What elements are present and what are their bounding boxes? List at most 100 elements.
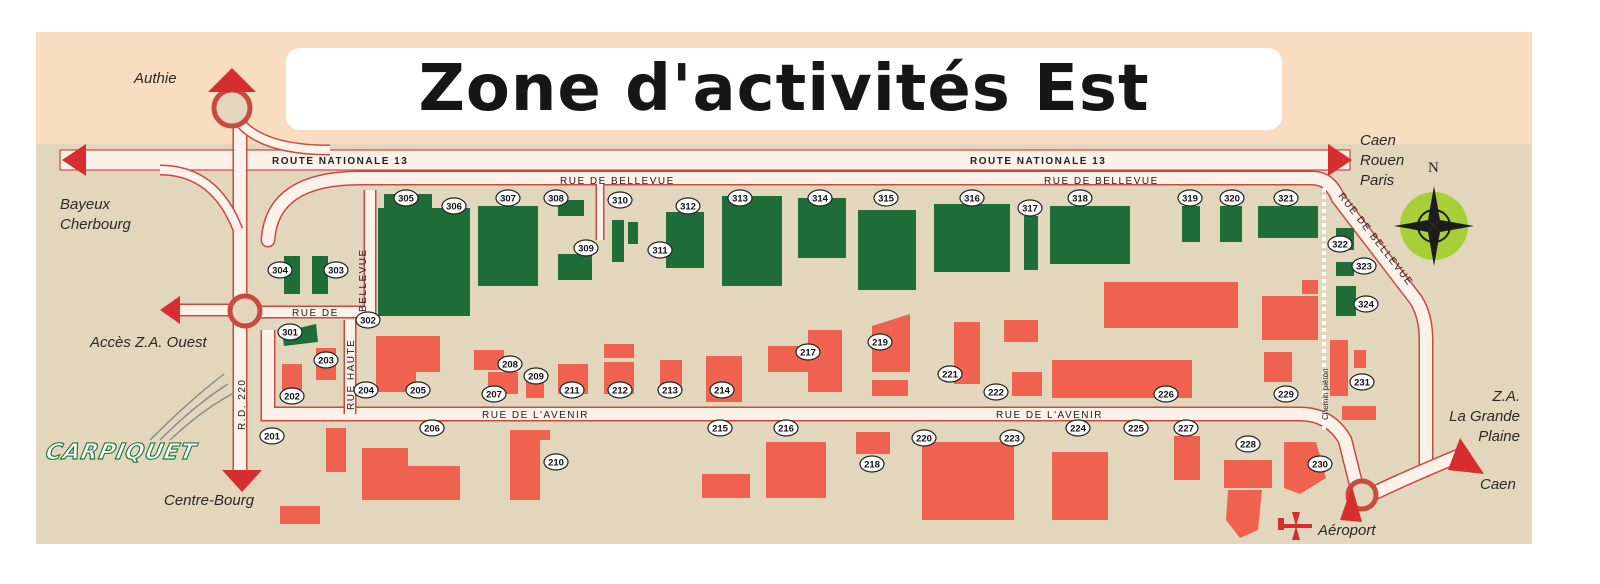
parcel-number: 218 <box>864 460 880 471</box>
parcel-number: 209 <box>528 372 544 383</box>
parcel-number: 308 <box>548 194 564 205</box>
label-rn13-east: ROUTE NATIONALE 13 <box>970 156 1106 167</box>
label-acces-za-ouest: Accès Z.A. Ouest <box>90 334 207 351</box>
parcel-212: 212 <box>607 381 633 399</box>
parcel-number: 314 <box>812 194 829 205</box>
arrow-acces-za-ouest <box>160 296 180 324</box>
parcel-314: 314 <box>807 189 833 207</box>
parcel-301: 301 <box>277 323 303 341</box>
parcel-204: 204 <box>353 381 379 399</box>
parcel-223: 223 <box>999 429 1025 447</box>
parcel-220: 220 <box>911 429 937 447</box>
label-caen-top: Caen <box>1360 132 1396 149</box>
airplane-icon <box>1278 512 1312 540</box>
parcel-312: 312 <box>675 197 701 215</box>
arrow-caen-za <box>1448 438 1484 474</box>
parcel-number: 212 <box>612 386 628 397</box>
parcel-303: 303 <box>323 261 349 279</box>
parcel-number: 204 <box>358 386 375 397</box>
parcel-306: 306 <box>441 197 467 215</box>
direction-arrows <box>62 68 1484 522</box>
label-cherbourg: Cherbourg <box>60 216 131 233</box>
label-paris: Paris <box>1360 172 1395 189</box>
parcel-206: 206 <box>419 419 445 437</box>
parcel-number: 311 <box>652 246 668 257</box>
parcel-319: 319 <box>1177 189 1203 207</box>
parcel-number: 304 <box>272 266 289 277</box>
parcel-number: 228 <box>1240 440 1256 451</box>
label-centre-bourg: Centre-Bourg <box>164 492 255 509</box>
parcel-number: 324 <box>1358 300 1375 311</box>
parcel-218: 218 <box>859 455 885 473</box>
label-caen-bottom: Caen <box>1480 476 1516 493</box>
parcel-316: 316 <box>959 189 985 207</box>
roundabout-west <box>227 293 263 329</box>
parcel-210: 210 <box>543 453 569 471</box>
parcel-201: 201 <box>259 427 285 445</box>
parcel-number: 305 <box>398 194 415 205</box>
parcel-number: 223 <box>1004 434 1020 445</box>
label-bayeux: Bayeux <box>60 196 111 213</box>
parcel-number: 306 <box>446 202 462 213</box>
arrow-caen-rouen-paris <box>1328 144 1352 176</box>
parcel-number: 205 <box>410 386 427 397</box>
parcel-231: 231 <box>1349 373 1375 391</box>
label-aeroport: Aéroport <box>1318 522 1376 539</box>
parcel-228: 228 <box>1235 435 1261 453</box>
parcel-number: 216 <box>778 424 794 435</box>
parcel-322: 322 <box>1327 235 1353 253</box>
route-nationale-13 <box>59 149 1351 171</box>
red-lots <box>280 280 1376 538</box>
parcel-203: 203 <box>313 351 339 369</box>
parcel-324: 324 <box>1353 295 1379 313</box>
parcel-number: 320 <box>1224 194 1240 205</box>
carpiquet-logo: CARPIQUET <box>43 439 200 465</box>
arrow-centre-bourg <box>222 470 262 492</box>
parcel-number: 321 <box>1278 194 1295 205</box>
parcel-number: 213 <box>662 386 678 397</box>
title-banner: Zone d'activités Est <box>286 48 1282 130</box>
parcel-number: 301 <box>282 328 299 339</box>
parcel-number: 319 <box>1182 194 1198 205</box>
parcel-211: 211 <box>559 381 585 399</box>
parcel-number: 312 <box>680 202 696 213</box>
parcel-215: 215 <box>707 419 733 437</box>
parcel-number: 208 <box>502 360 518 371</box>
parcel-number: 225 <box>1128 424 1145 435</box>
parcel-208: 208 <box>497 355 523 373</box>
label-plaine: Plaine <box>1478 428 1520 445</box>
parcel-229: 229 <box>1273 385 1299 403</box>
parcel-219: 219 <box>867 333 893 351</box>
parcel-number: 322 <box>1332 240 1348 251</box>
parcel-number: 229 <box>1278 390 1294 401</box>
parcel-number: 211 <box>564 386 580 397</box>
parcel-302: 302 <box>355 311 381 329</box>
parcel-number: 210 <box>548 458 564 469</box>
parcel-216: 216 <box>773 419 799 437</box>
parcel-number: 309 <box>578 244 594 255</box>
parcel-318: 318 <box>1067 189 1093 207</box>
arrow-authie <box>208 68 256 92</box>
parcel-number: 207 <box>486 390 502 401</box>
parcel-number: 227 <box>1178 424 1194 435</box>
parcel-225: 225 <box>1123 419 1149 437</box>
parcel-number: 214 <box>714 386 731 397</box>
parcel-number: 215 <box>712 424 729 435</box>
parcel-number: 202 <box>284 392 300 403</box>
parcel-323: 323 <box>1351 257 1377 275</box>
parcel-number: 318 <box>1072 194 1088 205</box>
parcel-310: 310 <box>607 191 633 209</box>
parcel-number: 317 <box>1022 204 1038 215</box>
arrow-bayeux <box>62 144 86 176</box>
parcel-number: 323 <box>1356 262 1372 273</box>
parcel-number: 219 <box>872 338 888 349</box>
parcel-205: 205 <box>405 381 431 399</box>
parcel-230: 230 <box>1307 455 1333 473</box>
label-bellevue-west-a: RUE DE <box>292 308 339 319</box>
label-rn13-west: ROUTE NATIONALE 13 <box>272 156 408 167</box>
arrow-aeroport <box>1340 486 1362 522</box>
compass-icon <box>1394 186 1474 266</box>
parcel-209: 209 <box>523 367 549 385</box>
label-bellevue-west-b: BELLEVUE <box>358 248 369 312</box>
parcel-number: 222 <box>988 388 1004 399</box>
